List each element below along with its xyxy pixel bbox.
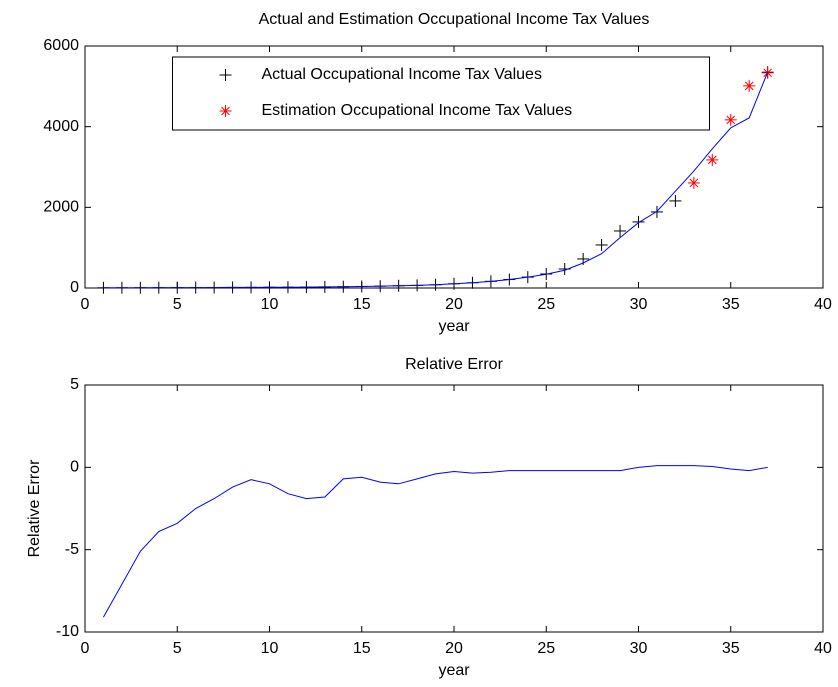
x-tick-label: 5 [173, 296, 182, 313]
data-point [595, 238, 608, 251]
data-point [724, 113, 737, 126]
x-tick-label: 40 [814, 640, 832, 657]
marker-stroke [707, 155, 717, 165]
chart-title: Relative Error [405, 356, 503, 373]
x-tick-label: 30 [630, 296, 648, 313]
x-tick-label: 10 [261, 296, 279, 313]
data-point [614, 224, 627, 237]
marker-stroke [726, 115, 736, 125]
x-tick-label: 0 [81, 296, 90, 313]
y-tick-label: -10 [56, 623, 79, 640]
x-tick-label: 20 [445, 640, 463, 657]
x-tick-label: 35 [722, 640, 740, 657]
y-tick-label: 4000 [43, 118, 79, 135]
x-tick-label: 0 [81, 640, 90, 657]
x-tick-label: 10 [261, 640, 279, 657]
y-tick-label: 2000 [43, 199, 79, 216]
x-axis-label: year [438, 662, 470, 679]
legend-marker [219, 69, 232, 81]
data-point [743, 79, 756, 92]
data-point [687, 176, 700, 189]
data-line [103, 72, 769, 289]
chart-title: Actual and Estimation Occupational Incom… [259, 11, 650, 28]
legend-label: Estimation Occupational Income Tax Value… [262, 102, 573, 119]
marker-stroke [689, 178, 699, 188]
data-point [706, 153, 719, 166]
y-tick-label: -5 [65, 541, 79, 558]
x-tick-label: 5 [173, 640, 182, 657]
data-point [632, 215, 645, 228]
x-tick-label: 30 [630, 640, 648, 657]
y-tick-label: 6000 [43, 37, 79, 54]
x-tick-label: 15 [353, 296, 371, 313]
y-axis-label: Relative Error [26, 459, 43, 557]
x-tick-label: 35 [722, 296, 740, 313]
axes-box [84, 384, 824, 633]
x-tick-label: 25 [537, 640, 555, 657]
legend-box [172, 56, 710, 131]
data-line [103, 465, 768, 618]
x-axis-label: year [438, 318, 470, 335]
marker-stroke [221, 106, 230, 116]
x-tick-label: 40 [814, 296, 832, 313]
legend-label: Actual Occupational Income Tax Values [262, 66, 542, 83]
x-tick-label: 25 [537, 296, 555, 313]
y-tick-label: 5 [70, 376, 79, 393]
y-tick-label: 0 [70, 459, 79, 476]
y-tick-label: 0 [70, 279, 79, 296]
data-point [669, 194, 682, 207]
x-tick-label: 20 [445, 296, 463, 313]
x-tick-label: 15 [353, 640, 371, 657]
legend-marker [219, 105, 232, 117]
marker-stroke [744, 81, 754, 91]
